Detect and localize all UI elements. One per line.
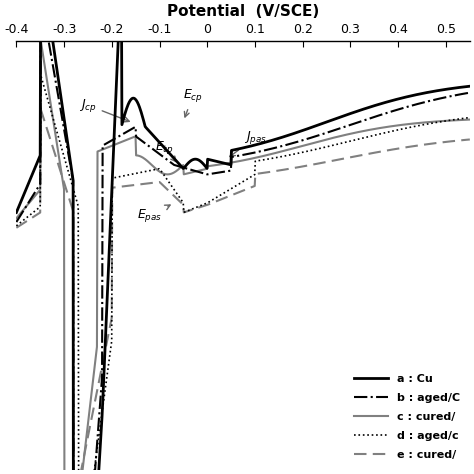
d : aged/c: (0.55, 0.648): aged/c: (0.55, 0.648) — [467, 115, 473, 120]
d : aged/c: (-0.349, 0.87): aged/c: (-0.349, 0.87) — [38, 73, 44, 78]
c : cured/: (0.42, 0.614): cured/: (0.42, 0.614) — [405, 121, 411, 127]
a : Cu: (0.42, 0.758): Cu: (0.42, 0.758) — [405, 94, 411, 100]
c : cured/: (0.55, 0.638): cured/: (0.55, 0.638) — [467, 117, 473, 122]
a : Cu: (0.179, 0.563): Cu: (0.179, 0.563) — [290, 131, 296, 137]
b : aged/C: (-0.4, 0.1): aged/C: (-0.4, 0.1) — [14, 219, 19, 225]
e : cured/: (0.323, 0.451): cured/: (0.323, 0.451) — [359, 152, 365, 158]
Line: c : cured/: c : cured/ — [17, 41, 470, 474]
b : aged/C: (0.55, 0.779): aged/C: (0.55, 0.779) — [467, 90, 473, 95]
b : aged/C: (0.179, 0.514): aged/C: (0.179, 0.514) — [290, 140, 296, 146]
Legend: a : Cu, b : aged/C, c : cured/, d : aged/c, e : cured/: a : Cu, b : aged/C, c : cured/, d : aged… — [350, 370, 464, 464]
e : cured/: (0.154, 0.372): cured/: (0.154, 0.372) — [278, 167, 283, 173]
e : cured/: (-0.341, 0.626): cured/: (-0.341, 0.626) — [42, 119, 47, 125]
d : aged/c: (0.323, 0.539): aged/c: (0.323, 0.539) — [359, 136, 365, 141]
a : Cu: (0.154, 0.543): Cu: (0.154, 0.543) — [278, 135, 283, 140]
d : aged/c: (0.154, 0.443): aged/c: (0.154, 0.443) — [278, 154, 283, 160]
c : cured/: (-0.349, 1.05): cured/: (-0.349, 1.05) — [38, 38, 44, 44]
d : aged/c: (0.208, 0.47): aged/c: (0.208, 0.47) — [303, 149, 309, 155]
Line: d : aged/c: d : aged/c — [17, 75, 470, 474]
e : cured/: (0.55, 0.533): cured/: (0.55, 0.533) — [467, 137, 473, 142]
Line: b : aged/C: b : aged/C — [17, 0, 470, 474]
b : aged/C: (-0.341, 1.17): aged/C: (-0.341, 1.17) — [42, 16, 47, 22]
Line: a : Cu: a : Cu — [17, 0, 470, 474]
e : cured/: (-0.4, 0.07): cured/: (-0.4, 0.07) — [14, 225, 19, 231]
e : cured/: (0.42, 0.494): cured/: (0.42, 0.494) — [405, 144, 411, 150]
b : aged/C: (0.208, 0.535): aged/C: (0.208, 0.535) — [303, 137, 309, 142]
b : aged/C: (0.154, 0.497): aged/C: (0.154, 0.497) — [278, 144, 283, 149]
Text: $E_{tp}$: $E_{tp}$ — [155, 139, 176, 162]
e : cured/: (0.208, 0.395): cured/: (0.208, 0.395) — [303, 163, 309, 169]
Text: $J_{cp}$: $J_{cp}$ — [79, 97, 129, 122]
c : cured/: (0.323, 0.575): cured/: (0.323, 0.575) — [359, 128, 365, 134]
b : aged/C: (0.323, 0.629): aged/C: (0.323, 0.629) — [359, 118, 365, 124]
d : aged/c: (0.42, 0.595): aged/c: (0.42, 0.595) — [405, 125, 411, 131]
c : cured/: (-0.341, 0.919): cured/: (-0.341, 0.919) — [42, 63, 47, 69]
e : cured/: (0.179, 0.382): cured/: (0.179, 0.382) — [290, 165, 296, 171]
d : aged/c: (-0.4, 0.08): aged/c: (-0.4, 0.08) — [14, 223, 19, 228]
a : Cu: (0.208, 0.587): Cu: (0.208, 0.587) — [303, 127, 309, 132]
d : aged/c: (-0.341, 0.797): aged/c: (-0.341, 0.797) — [42, 86, 47, 92]
a : Cu: (-0.4, 0.15): Cu: (-0.4, 0.15) — [14, 210, 19, 215]
c : cured/: (0.179, 0.486): cured/: (0.179, 0.486) — [290, 146, 296, 151]
a : Cu: (0.323, 0.689): Cu: (0.323, 0.689) — [359, 107, 365, 113]
a : Cu: (0.55, 0.813): Cu: (0.55, 0.813) — [467, 83, 473, 89]
d : aged/c: (0.179, 0.455): aged/c: (0.179, 0.455) — [290, 152, 296, 157]
c : cured/: (0.154, 0.469): cured/: (0.154, 0.469) — [278, 149, 283, 155]
c : cured/: (0.208, 0.505): cured/: (0.208, 0.505) — [303, 142, 309, 148]
Line: e : cured/: e : cured/ — [17, 109, 470, 474]
Text: $J_{pas}$: $J_{pas}$ — [230, 129, 266, 156]
c : cured/: (-0.4, 0.12): cured/: (-0.4, 0.12) — [14, 215, 19, 221]
b : aged/C: (0.42, 0.706): aged/C: (0.42, 0.706) — [405, 104, 411, 109]
e : cured/: (-0.349, 0.691): cured/: (-0.349, 0.691) — [38, 107, 44, 112]
Text: $E_{cp}$: $E_{cp}$ — [183, 87, 203, 117]
Text: $E_{pas}$: $E_{pas}$ — [137, 205, 170, 224]
X-axis label: Potential  (V/SCE): Potential (V/SCE) — [167, 4, 319, 19]
